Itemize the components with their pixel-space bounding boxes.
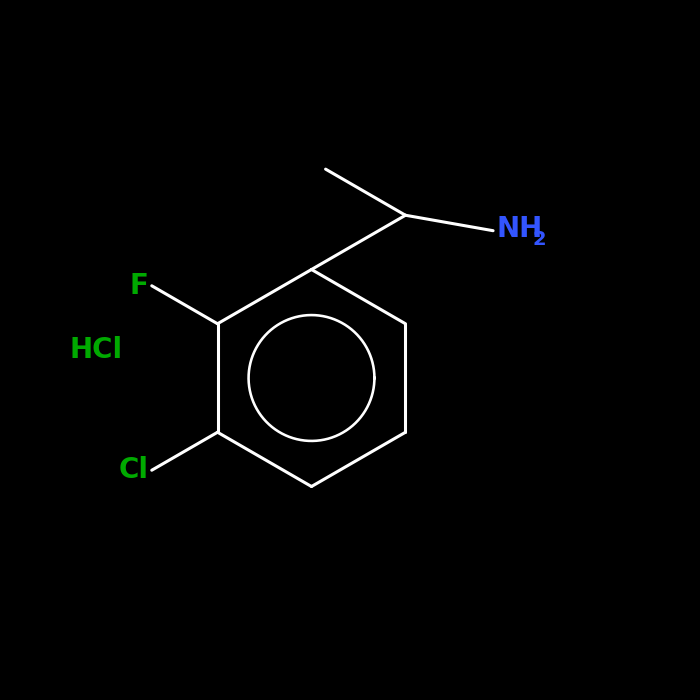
Text: HCl: HCl xyxy=(70,336,123,364)
Text: Cl: Cl xyxy=(118,456,148,484)
Text: 2: 2 xyxy=(533,230,547,249)
Text: NH: NH xyxy=(496,216,542,244)
Text: F: F xyxy=(130,272,148,300)
